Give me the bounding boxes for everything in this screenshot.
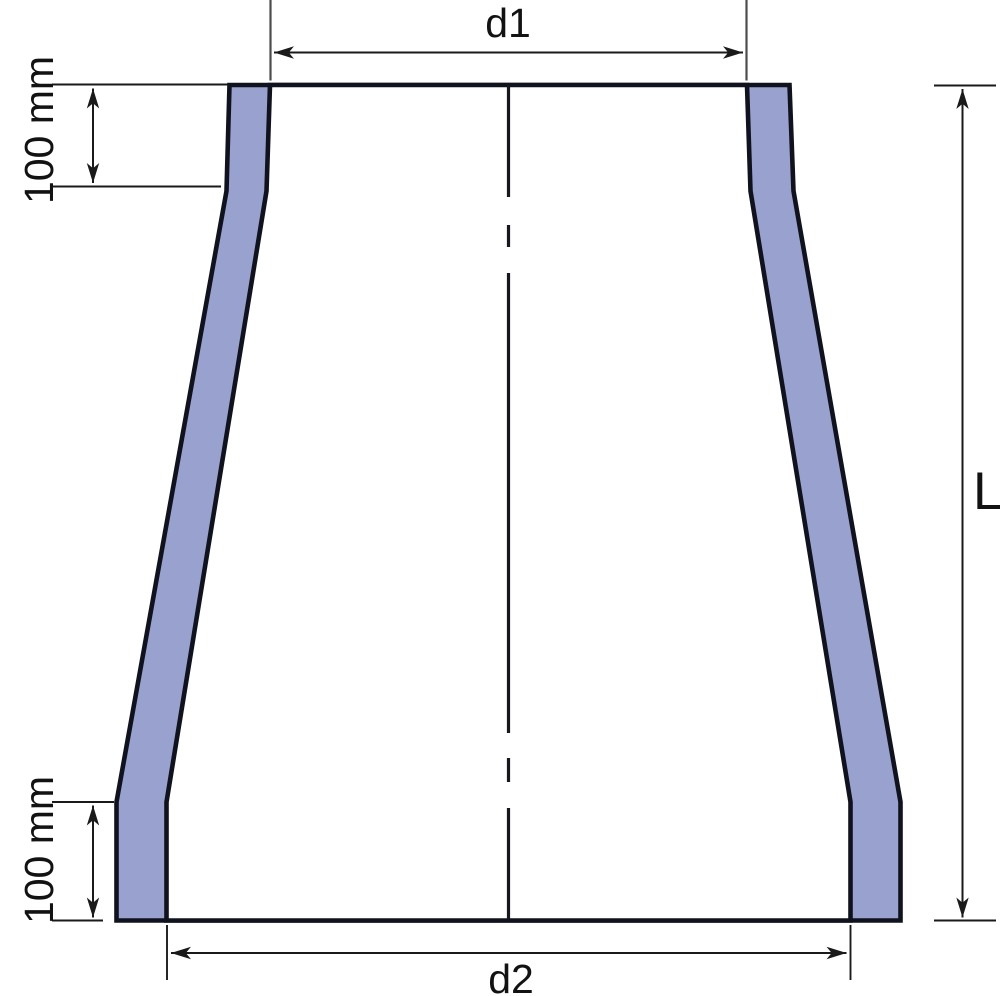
- bottom-section-label: 100 mm: [16, 776, 62, 924]
- top-section-label: 100 mm: [16, 56, 62, 204]
- d2-label: d2: [488, 956, 534, 996]
- length-label: L: [973, 462, 1000, 521]
- d1-label: d1: [485, 0, 531, 46]
